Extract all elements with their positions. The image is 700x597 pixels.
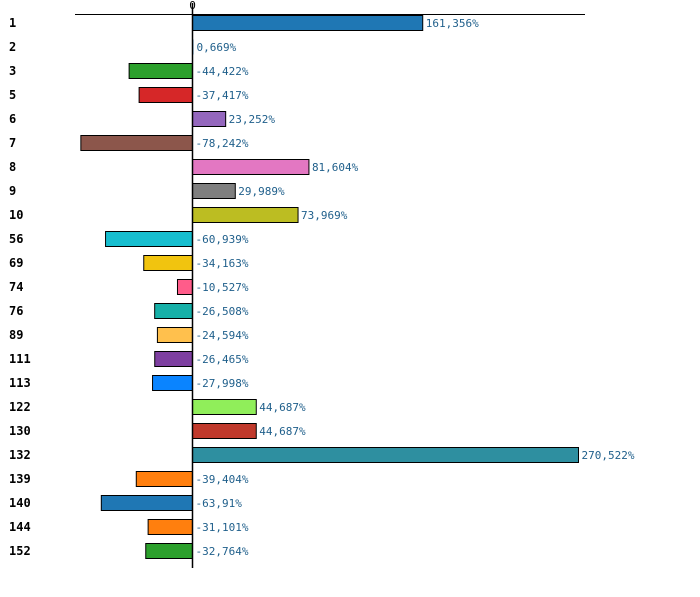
value-label: 0,669% — [196, 41, 236, 54]
bar — [80, 135, 193, 151]
bar — [192, 447, 579, 463]
category-label: 132 — [9, 448, 31, 462]
category-label: 7 — [9, 136, 16, 150]
category-label: 130 — [9, 424, 31, 438]
value-label: 161,356% — [426, 17, 479, 30]
category-label: 144 — [9, 520, 31, 534]
category-label: 139 — [9, 472, 31, 486]
bar — [147, 519, 193, 535]
category-label: 89 — [9, 328, 23, 342]
bar — [100, 495, 193, 511]
bar — [192, 399, 257, 415]
bar — [105, 231, 193, 247]
bar — [154, 351, 193, 367]
bar — [128, 63, 194, 79]
category-label: 9 — [9, 184, 16, 198]
category-label: 6 — [9, 112, 16, 126]
category-label: 152 — [9, 544, 31, 558]
value-label: 81,604% — [312, 161, 359, 174]
value-label: -32,764% — [196, 545, 249, 558]
value-label: -26,465% — [196, 353, 249, 366]
value-label: -44,422% — [196, 65, 249, 78]
value-label: 270,522% — [582, 449, 635, 462]
bar — [192, 183, 236, 199]
category-label: 8 — [9, 160, 16, 174]
bar — [152, 375, 193, 391]
value-label: -63,91% — [196, 497, 243, 510]
category-label: 76 — [9, 304, 23, 318]
bar — [154, 303, 193, 319]
bar — [138, 87, 193, 103]
category-label: 74 — [9, 280, 23, 294]
value-label: -60,939% — [196, 233, 249, 246]
value-label: -78,242% — [196, 137, 249, 150]
bar — [192, 207, 299, 223]
value-label: -10,527% — [196, 281, 249, 294]
bar — [192, 15, 424, 31]
value-label: -26,508% — [196, 305, 249, 318]
bar — [156, 327, 193, 343]
bar — [135, 471, 193, 487]
category-label: 69 — [9, 256, 23, 270]
bar — [145, 543, 193, 559]
category-label: 140 — [9, 496, 31, 510]
value-label: 44,687% — [259, 425, 306, 438]
bar — [143, 255, 193, 271]
value-label: -39,404% — [196, 473, 249, 486]
value-label: 44,687% — [259, 401, 306, 414]
category-label: 111 — [9, 352, 31, 366]
value-label: -27,998% — [196, 377, 249, 390]
value-label: 73,969% — [301, 209, 348, 222]
category-label: 1 — [9, 16, 16, 30]
bar — [176, 279, 193, 295]
value-label: -31,101% — [196, 521, 249, 534]
value-label: -24,594% — [196, 329, 249, 342]
category-label: 5 — [9, 88, 16, 102]
bar — [192, 159, 310, 175]
category-label: 10 — [9, 208, 23, 222]
bar — [192, 423, 257, 439]
value-label: -34,163% — [196, 257, 249, 270]
value-label: 23,252% — [229, 113, 276, 126]
bars-group: 1 161,356% 2 0,669% 3 -44,422% 5 -37,417% 6 23,25… — [9, 15, 635, 559]
value-label: -37,417% — [196, 89, 249, 102]
category-label: 3 — [9, 64, 16, 78]
category-label: 122 — [9, 400, 31, 414]
bar — [192, 111, 227, 127]
category-label: 113 — [9, 376, 31, 390]
category-label: 2 — [9, 40, 16, 54]
value-label: 29,989% — [238, 185, 285, 198]
category-label: 56 — [9, 232, 23, 246]
